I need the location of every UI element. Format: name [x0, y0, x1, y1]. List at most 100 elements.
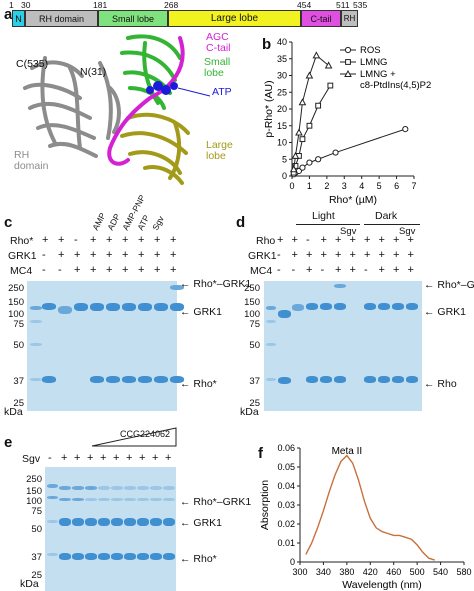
- y-tick-label: 30: [277, 71, 287, 81]
- x-tick-label: 500: [410, 567, 425, 577]
- gel-band: [47, 484, 58, 488]
- absorption-line: [305, 454, 435, 561]
- data-point: [315, 156, 322, 163]
- gel-band: [30, 320, 42, 323]
- gel-band: [378, 303, 390, 310]
- sign-mark: -: [306, 234, 310, 246]
- legend-marker: [345, 59, 351, 65]
- gel-band: [59, 518, 71, 526]
- data-point: [402, 126, 409, 133]
- gel-band: [138, 303, 152, 311]
- grk1-structure-cartoon: [23, 34, 211, 185]
- position-181: 181: [93, 0, 108, 10]
- gel-band: [59, 498, 71, 501]
- lane-label-atp: ATP: [135, 213, 152, 232]
- gel-band: [320, 376, 332, 383]
- data-point: [306, 159, 313, 166]
- legend-label: LMNG: [360, 57, 387, 68]
- domain-small-lobe: Small lobe: [98, 10, 168, 27]
- series-0: [290, 126, 409, 178]
- sign-mark: +: [74, 452, 81, 464]
- sign-mark: +: [113, 452, 120, 464]
- gel-band: [334, 376, 346, 383]
- sign-mark: +: [87, 452, 94, 464]
- gel-band: [154, 376, 168, 383]
- sign-mark: +: [106, 264, 113, 276]
- legend-label: LMNG +: [360, 69, 396, 80]
- gel-band: [42, 303, 56, 310]
- concentration-wedge: [91, 427, 177, 447]
- marker-label: 25: [13, 398, 24, 409]
- gel-band: [163, 486, 175, 490]
- y-tick-label: 0.03: [277, 500, 295, 510]
- x-tick-label: 6: [394, 181, 399, 191]
- row-label-mc4: MC4: [10, 265, 33, 277]
- gel-band: [72, 518, 84, 526]
- meta-ii-absorption-chart: 300 340 380 420 460 500 540 580 0 0.01 0.02 0.03 0.0…: [259, 443, 472, 591]
- marker-label: 75: [31, 506, 42, 517]
- sign-mark: -: [48, 452, 52, 464]
- domain-large-lobe: Large lobe: [168, 10, 301, 27]
- gel-band: [278, 377, 291, 384]
- gel-band: [47, 520, 58, 523]
- sign-mark: +: [90, 249, 97, 261]
- group-light-sgv: Sgv: [340, 226, 357, 237]
- band-label-rho-grk1: Rho*–GRK1: [193, 278, 252, 290]
- sign-mark: +: [138, 249, 145, 261]
- position-1: 1: [9, 0, 14, 10]
- y-tick-label: 40: [277, 37, 287, 47]
- gel-band: [150, 518, 162, 526]
- panel-e-band-grk1: ← GRK1: [180, 517, 223, 529]
- gel-band: [137, 486, 149, 490]
- data-point: [332, 149, 339, 156]
- y-tick-label: 5: [282, 154, 287, 164]
- y-tick-label: 10: [277, 138, 287, 148]
- y-tick-label: 0.01: [277, 538, 295, 548]
- chart-title: Meta II: [332, 446, 363, 457]
- gel-band: [378, 376, 390, 383]
- sign-mark: +: [42, 234, 49, 246]
- marker-label: 25: [249, 398, 260, 409]
- series-line: [293, 54, 329, 170]
- gel-band: [124, 553, 136, 560]
- x-tick-label: 3: [342, 181, 347, 191]
- sign-mark: +: [393, 234, 400, 246]
- band-label-rho-grk1: Rho*–GRK1: [437, 279, 474, 291]
- y-axis-label: p-Rho* (AU): [263, 80, 275, 137]
- panel-c-band-grk1: ← GRK1: [180, 306, 223, 318]
- marker-label: 37: [13, 376, 24, 387]
- panel-e-band-rho-grk1: ← Rho*–GRK1: [180, 496, 252, 508]
- data-point: [305, 71, 314, 79]
- gel-band: [98, 486, 110, 490]
- gel-band: [150, 486, 162, 490]
- sign-mark: +: [126, 452, 133, 464]
- label-rh-domain: RH domain: [14, 149, 49, 172]
- panel-e-band-rho: ← Rho*: [180, 553, 217, 565]
- data-point: [312, 51, 321, 59]
- sign-mark: +: [122, 264, 129, 276]
- group-dark: Dark: [375, 210, 398, 222]
- y-tick-label: 20: [277, 104, 287, 114]
- sign-mark: +: [320, 234, 327, 246]
- gel-band: [138, 376, 152, 383]
- sign-mark: -: [42, 249, 46, 261]
- panel-c-kda: kDa: [4, 406, 23, 418]
- marker-label: 75: [13, 319, 24, 330]
- row-label-grk1: GRK1: [248, 250, 277, 262]
- gel-band: [59, 486, 71, 490]
- gel-band: [42, 376, 56, 383]
- x-axis-label: Rho* (µM): [329, 194, 377, 206]
- domain-rh: RH domain: [25, 10, 98, 27]
- y-axis-label: Absorption: [259, 480, 271, 530]
- gel-band: [364, 303, 376, 310]
- sign-mark: +: [378, 249, 385, 261]
- sign-mark: +: [165, 452, 172, 464]
- data-point: [295, 128, 303, 136]
- x-tick-label: 540: [433, 567, 448, 577]
- x-tick-label: 0: [289, 181, 294, 191]
- label-small-lobe: Small lobe: [204, 56, 231, 79]
- gel-band: [90, 303, 104, 311]
- position-511: 511: [336, 0, 350, 10]
- sign-mark: -: [291, 264, 296, 276]
- sign-mark: -: [320, 264, 325, 276]
